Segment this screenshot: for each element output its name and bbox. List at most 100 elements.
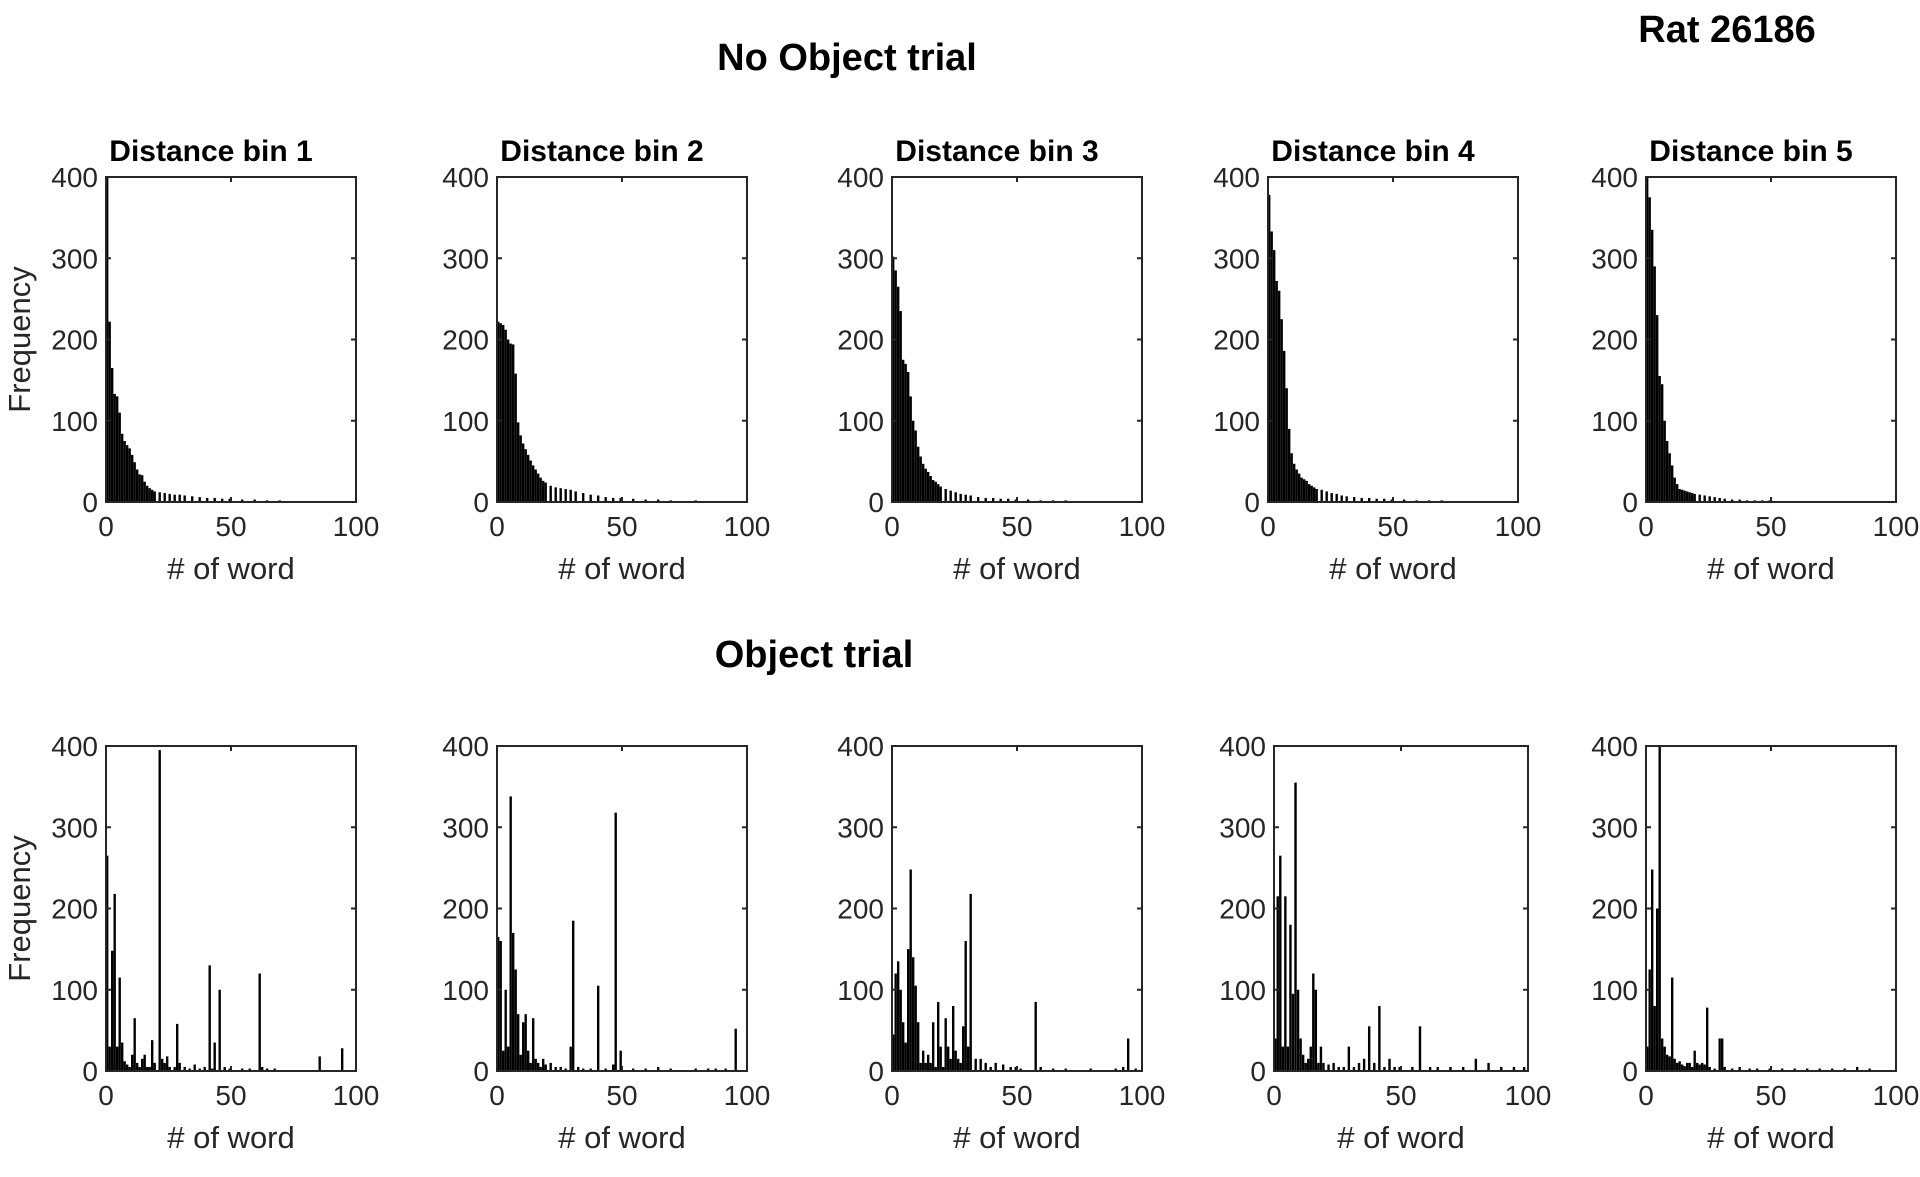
x-tick-label: 50 [1001, 1080, 1032, 1111]
x-axis-label: # of word [167, 1120, 295, 1155]
bar [136, 1062, 139, 1072]
bar [253, 499, 256, 502]
bar [989, 1066, 992, 1071]
y-tick-label: 100 [51, 975, 98, 1006]
bar [1686, 491, 1689, 502]
bar [1691, 1066, 1694, 1071]
bar [183, 495, 186, 502]
bar [509, 343, 512, 502]
bar [143, 481, 146, 502]
bar [1403, 499, 1406, 502]
bar [519, 435, 522, 503]
y-tick-label: 0 [1250, 1056, 1266, 1087]
bar [113, 893, 116, 1072]
bar [937, 1001, 940, 1071]
y-tick-label: 300 [51, 243, 98, 274]
bar [146, 1066, 149, 1071]
bar [957, 1058, 960, 1071]
bar [151, 489, 154, 502]
bar [1663, 1046, 1666, 1072]
bar [572, 920, 575, 1071]
bar [612, 497, 615, 502]
y-tick-label: 200 [1213, 325, 1260, 356]
y-tick-label: 100 [442, 975, 489, 1006]
bar [1281, 1046, 1285, 1072]
panels: 0 100 200 300 400 0 50 100 # of word Frequency Dis… [2, 135, 1919, 1155]
bar [1014, 499, 1017, 502]
bar [1663, 420, 1666, 502]
bar [141, 1058, 144, 1071]
bar [1713, 497, 1716, 503]
y-tick-label: 200 [442, 325, 489, 356]
bar [954, 492, 957, 502]
bar [1723, 498, 1726, 502]
bar [897, 961, 900, 1071]
bar [574, 491, 577, 502]
bar [193, 1064, 196, 1071]
x-tick-label: 0 [1638, 1080, 1654, 1111]
y-tick-label: 100 [1219, 975, 1266, 1006]
chart-panel: 0 100 200 300 400 0 50 100 # of word [1591, 731, 1919, 1155]
bar [1411, 1066, 1414, 1071]
bar [1651, 229, 1654, 502]
bar [136, 469, 139, 502]
y-tick-label: 200 [1591, 894, 1638, 925]
bar [211, 1068, 214, 1071]
bar [1390, 499, 1393, 502]
bar [1367, 1026, 1371, 1071]
bar [213, 497, 216, 502]
bar [939, 486, 942, 502]
y-tick-label: 0 [473, 487, 489, 518]
bar [984, 1062, 987, 1072]
bar [1474, 1058, 1478, 1071]
bar [1327, 1064, 1330, 1071]
bar [1019, 1068, 1022, 1071]
bar [1731, 499, 1734, 502]
bar [554, 1066, 557, 1071]
bar [1303, 479, 1306, 502]
bar [707, 1068, 710, 1071]
bar [994, 1062, 997, 1072]
chart-panel: 0 100 200 300 400 0 50 100 # of word Distance bin… [1213, 135, 1541, 586]
bar [1731, 1068, 1734, 1071]
bar [919, 1062, 922, 1072]
y-tick-label: 200 [442, 894, 489, 925]
chart-panel: 0 100 200 300 400 0 50 100 # of word Frequency [2, 731, 379, 1155]
bar [527, 1050, 530, 1071]
bar [554, 487, 557, 503]
chart-panel: 0 100 200 300 400 0 50 100 # of word Frequency Dis… [2, 135, 379, 586]
bar [1383, 498, 1386, 502]
bar [694, 1068, 697, 1071]
bar [939, 1046, 942, 1072]
bar [1708, 496, 1711, 502]
bar [1868, 1068, 1871, 1071]
bar [1357, 1062, 1361, 1072]
y-tick-label: 0 [868, 1056, 884, 1087]
bar [1342, 1066, 1345, 1071]
bar [146, 485, 149, 502]
bar [1052, 1068, 1055, 1071]
x-axis-label: # of word [1329, 551, 1457, 586]
bar [1299, 1038, 1302, 1071]
bar [241, 499, 244, 502]
bar [1683, 490, 1686, 503]
bar [604, 1068, 607, 1071]
y-tick-label: 0 [82, 487, 98, 518]
bar [1064, 1068, 1067, 1071]
y-tick-label: 300 [442, 812, 489, 843]
y-tick-label: 400 [1213, 162, 1260, 193]
bar [111, 950, 114, 1071]
x-tick-label: 100 [1119, 511, 1166, 542]
bar [984, 497, 987, 502]
bar [108, 321, 111, 503]
bar [907, 372, 910, 502]
bar [1007, 498, 1010, 502]
bar [131, 1054, 134, 1071]
bar [116, 396, 119, 503]
bar [569, 489, 572, 502]
bar [1270, 231, 1273, 502]
bar [1332, 1062, 1335, 1072]
bar [969, 893, 972, 1072]
y-tick-label: 0 [473, 1056, 489, 1087]
bar [221, 498, 224, 502]
